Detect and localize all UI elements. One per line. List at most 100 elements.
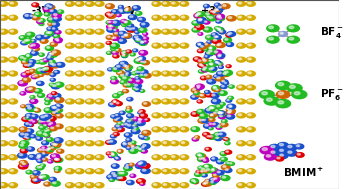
Circle shape bbox=[113, 175, 117, 177]
Circle shape bbox=[22, 78, 31, 82]
Circle shape bbox=[37, 175, 45, 180]
Circle shape bbox=[153, 100, 157, 102]
Circle shape bbox=[106, 140, 113, 144]
Circle shape bbox=[10, 86, 14, 88]
Circle shape bbox=[67, 2, 70, 4]
Circle shape bbox=[212, 168, 214, 170]
Circle shape bbox=[56, 108, 63, 112]
Circle shape bbox=[139, 59, 142, 60]
Circle shape bbox=[180, 183, 189, 188]
Circle shape bbox=[216, 14, 224, 19]
Circle shape bbox=[152, 85, 161, 90]
Circle shape bbox=[35, 109, 37, 110]
Circle shape bbox=[246, 141, 255, 146]
Circle shape bbox=[51, 79, 53, 80]
Circle shape bbox=[118, 72, 120, 73]
Circle shape bbox=[217, 77, 220, 79]
Circle shape bbox=[198, 60, 201, 61]
Circle shape bbox=[134, 118, 136, 119]
Circle shape bbox=[216, 105, 223, 108]
Circle shape bbox=[199, 70, 202, 71]
Circle shape bbox=[127, 50, 129, 52]
Circle shape bbox=[111, 164, 119, 168]
Circle shape bbox=[226, 151, 229, 152]
Circle shape bbox=[246, 43, 255, 48]
Circle shape bbox=[223, 5, 226, 6]
Circle shape bbox=[33, 49, 35, 50]
Circle shape bbox=[227, 109, 235, 113]
Circle shape bbox=[25, 39, 33, 43]
Circle shape bbox=[10, 30, 14, 32]
Circle shape bbox=[200, 94, 206, 98]
Circle shape bbox=[163, 58, 166, 60]
Circle shape bbox=[237, 141, 246, 146]
Circle shape bbox=[120, 32, 123, 34]
Circle shape bbox=[203, 181, 212, 186]
Circle shape bbox=[22, 60, 28, 64]
Circle shape bbox=[214, 75, 216, 76]
Circle shape bbox=[229, 85, 234, 88]
Circle shape bbox=[0, 169, 8, 174]
Circle shape bbox=[50, 73, 56, 76]
Circle shape bbox=[246, 29, 255, 34]
Circle shape bbox=[200, 64, 203, 66]
Circle shape bbox=[221, 112, 223, 113]
Circle shape bbox=[55, 158, 58, 160]
Circle shape bbox=[87, 16, 90, 18]
Circle shape bbox=[139, 112, 140, 113]
Circle shape bbox=[220, 31, 223, 32]
Circle shape bbox=[208, 47, 215, 51]
Circle shape bbox=[215, 9, 218, 11]
Circle shape bbox=[87, 142, 90, 144]
Circle shape bbox=[279, 32, 287, 36]
Circle shape bbox=[162, 183, 171, 188]
Circle shape bbox=[136, 120, 145, 125]
Circle shape bbox=[37, 166, 40, 168]
Circle shape bbox=[65, 169, 74, 174]
Circle shape bbox=[36, 35, 44, 40]
Circle shape bbox=[278, 153, 288, 159]
Circle shape bbox=[95, 43, 104, 48]
Circle shape bbox=[0, 29, 8, 34]
Circle shape bbox=[51, 84, 60, 89]
Circle shape bbox=[87, 86, 90, 88]
Circle shape bbox=[130, 174, 136, 177]
Circle shape bbox=[116, 114, 118, 115]
Circle shape bbox=[199, 64, 202, 65]
Circle shape bbox=[203, 132, 210, 136]
Circle shape bbox=[143, 40, 148, 43]
Circle shape bbox=[34, 109, 36, 110]
Circle shape bbox=[260, 146, 274, 154]
Circle shape bbox=[41, 165, 43, 166]
Circle shape bbox=[206, 94, 209, 95]
Circle shape bbox=[34, 171, 37, 173]
Circle shape bbox=[115, 119, 117, 120]
Circle shape bbox=[138, 161, 147, 166]
Circle shape bbox=[217, 171, 220, 173]
Circle shape bbox=[203, 159, 209, 162]
Text: $\mathbf{PF_6^-}$: $\mathbf{PF_6^-}$ bbox=[321, 87, 344, 102]
Circle shape bbox=[262, 148, 267, 151]
Circle shape bbox=[113, 32, 121, 36]
Circle shape bbox=[114, 55, 116, 56]
Circle shape bbox=[206, 75, 212, 79]
Circle shape bbox=[65, 15, 74, 20]
Circle shape bbox=[238, 100, 242, 102]
Circle shape bbox=[193, 28, 196, 30]
Circle shape bbox=[181, 86, 185, 88]
Circle shape bbox=[36, 137, 42, 140]
Circle shape bbox=[47, 118, 52, 121]
Circle shape bbox=[118, 151, 120, 152]
Circle shape bbox=[248, 72, 251, 74]
Circle shape bbox=[190, 179, 198, 183]
Circle shape bbox=[113, 101, 116, 102]
Circle shape bbox=[45, 4, 53, 9]
Circle shape bbox=[48, 148, 50, 149]
Circle shape bbox=[0, 113, 8, 118]
Circle shape bbox=[20, 144, 24, 146]
Circle shape bbox=[35, 75, 37, 76]
Circle shape bbox=[0, 86, 4, 88]
Circle shape bbox=[191, 112, 199, 116]
Circle shape bbox=[96, 114, 100, 116]
Circle shape bbox=[85, 127, 94, 132]
